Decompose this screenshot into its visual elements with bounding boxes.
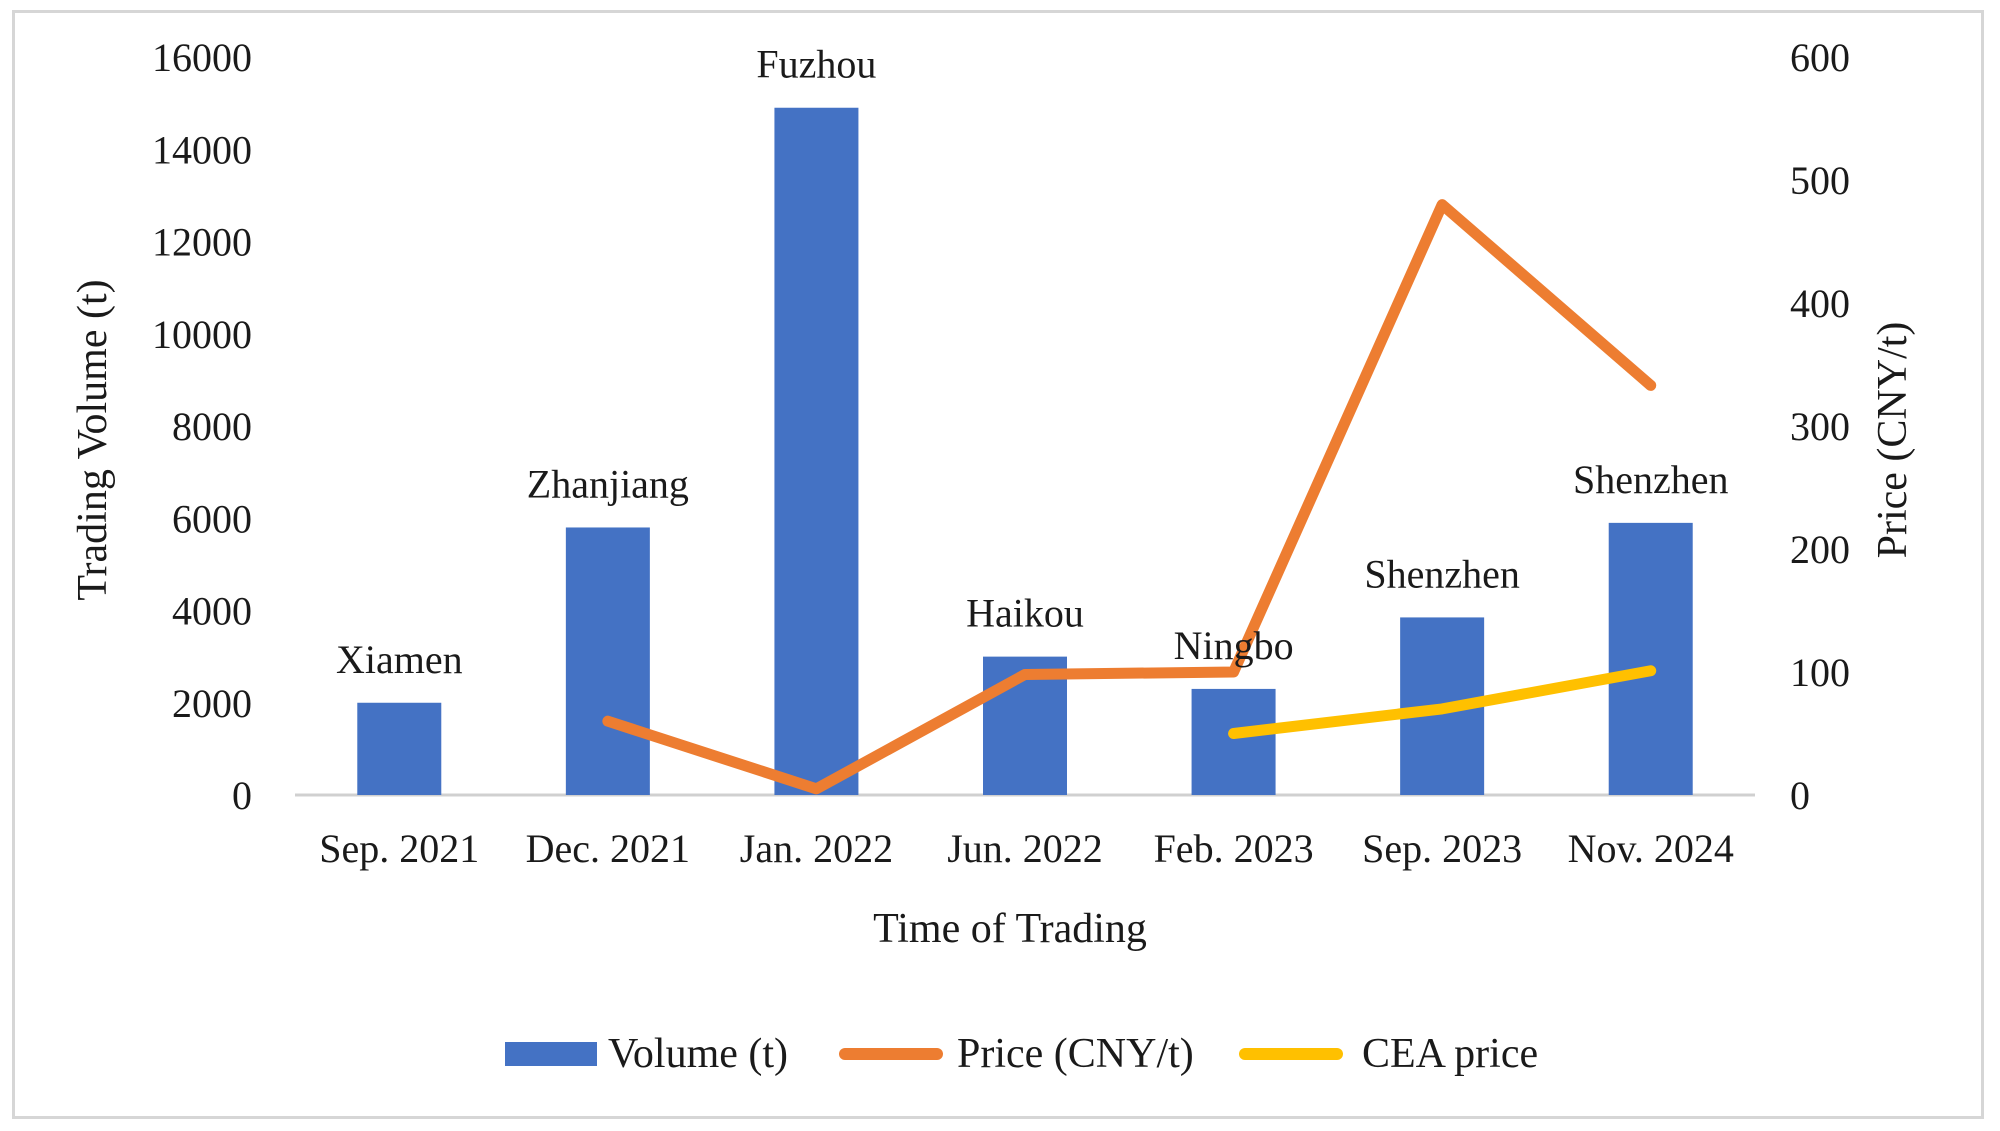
legend-label-cea: CEA price bbox=[1362, 1031, 1538, 1077]
y2-tick-label: 300 bbox=[1790, 404, 1850, 449]
volume-bar bbox=[565, 527, 650, 795]
x-axis-title: Time of Trading bbox=[873, 906, 1147, 952]
legend-label-price: Price (CNY/t) bbox=[957, 1031, 1194, 1077]
left-axis-ticks: 0 2000 4000 6000 8000 10000 12000 14000 16000 bbox=[152, 35, 252, 818]
cea-price-line bbox=[1228, 665, 1657, 739]
city-label: Shenzhen bbox=[1573, 457, 1729, 502]
city-label: Haikou bbox=[966, 591, 1084, 636]
legend-swatch-volume bbox=[505, 1042, 597, 1066]
legend: Volume (t) Price (CNY/t) CEA price bbox=[505, 1031, 1538, 1077]
x-tick-label: Jan. 2022 bbox=[740, 826, 893, 871]
price-line bbox=[602, 199, 1657, 795]
y-tick-label: 16000 bbox=[152, 35, 252, 80]
y-tick-label: 14000 bbox=[152, 127, 252, 172]
city-label: Zhanjiang bbox=[527, 461, 689, 506]
city-label: Xiamen bbox=[336, 637, 463, 682]
volume-bar bbox=[357, 702, 442, 795]
y-tick-label: 10000 bbox=[152, 312, 252, 357]
y-axis-title: Trading Volume (t) bbox=[70, 279, 116, 600]
legend-label-volume: Volume (t) bbox=[608, 1031, 788, 1077]
x-tick-label: Sep. 2021 bbox=[319, 826, 479, 871]
price-lines bbox=[602, 199, 1657, 795]
x-tick-label: Nov. 2024 bbox=[1568, 826, 1734, 871]
y2-tick-label: 500 bbox=[1790, 158, 1850, 203]
y-tick-label: 6000 bbox=[172, 496, 252, 541]
x-tick-label: Sep. 2023 bbox=[1362, 826, 1522, 871]
y-tick-label: 4000 bbox=[172, 589, 252, 634]
volume-bars bbox=[357, 107, 1693, 796]
y-tick-label: 12000 bbox=[152, 220, 252, 265]
x-axis-ticks: Sep. 2021 Dec. 2021 Jan. 2022 Jun. 2022 Feb.… bbox=[319, 826, 1734, 871]
volume-bar bbox=[1191, 688, 1276, 795]
y2-tick-label: 100 bbox=[1790, 650, 1850, 695]
y-tick-label: 0 bbox=[232, 773, 252, 818]
city-label: Fuzhou bbox=[756, 42, 876, 87]
right-axis-ticks: 0 100 200 300 400 500 600 bbox=[1790, 35, 1850, 818]
city-label: Shenzhen bbox=[1364, 551, 1520, 596]
chart-frame bbox=[12, 10, 1984, 1119]
city-label: Ningbo bbox=[1174, 623, 1294, 668]
x-tick-label: Dec. 2021 bbox=[526, 826, 690, 871]
y-tick-label: 8000 bbox=[172, 404, 252, 449]
y2-axis-title: Price (CNY/t) bbox=[1870, 322, 1916, 559]
volume-bar bbox=[1608, 522, 1693, 795]
y2-tick-label: 400 bbox=[1790, 281, 1850, 326]
volume-bar bbox=[774, 107, 859, 796]
y-tick-label: 2000 bbox=[172, 681, 252, 726]
y2-tick-label: 600 bbox=[1790, 35, 1850, 80]
y2-tick-label: 0 bbox=[1790, 773, 1810, 818]
city-labels: Xiamen Zhanjiang Fuzhou Haikou Ningbo Shenzhe… bbox=[336, 42, 1728, 682]
y2-tick-label: 200 bbox=[1790, 527, 1850, 572]
x-tick-label: Jun. 2022 bbox=[947, 826, 1103, 871]
x-tick-label: Feb. 2023 bbox=[1154, 826, 1314, 871]
